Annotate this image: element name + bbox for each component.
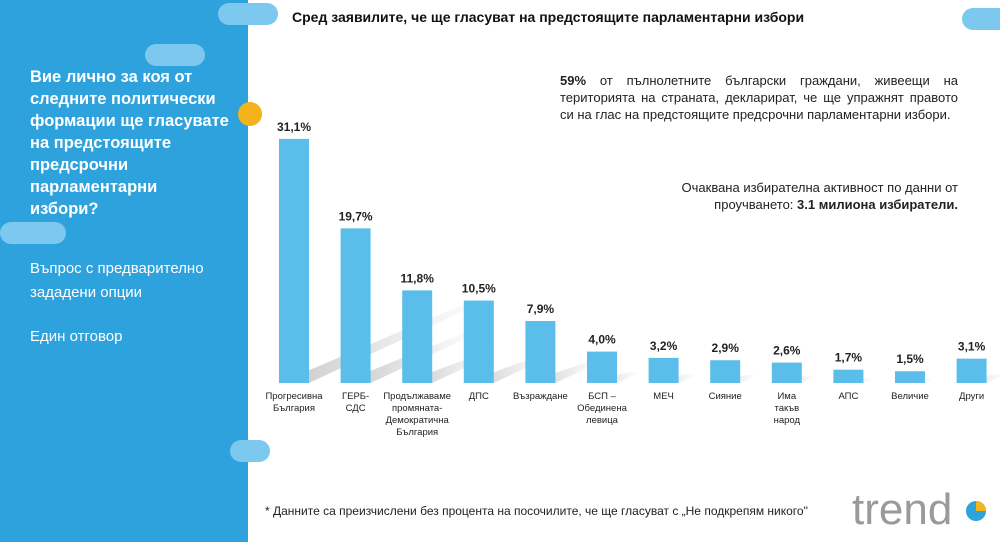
category-label: АПС [838, 391, 858, 402]
activity-note: Очаквана избирателна активност по данни … [668, 179, 958, 213]
bar-value-label: 3,1% [958, 340, 986, 354]
category-label: МЕЧ [653, 391, 674, 402]
left-panel [0, 0, 248, 542]
bar [525, 320, 556, 383]
category-label: Продължаваме промяната-Демократична Българ… [383, 391, 451, 438]
bar-value-label: 1,7% [835, 351, 863, 365]
category-label: Сияние [709, 391, 742, 402]
category-label: Други [959, 391, 984, 402]
bar [587, 351, 617, 383]
decor-pill [218, 3, 278, 25]
bar-value-label: 2,6% [773, 344, 801, 358]
bar-value-label: 2,9% [712, 341, 740, 355]
bar [956, 358, 987, 383]
logo-text: trend [852, 486, 952, 534]
decor-pill [962, 8, 1000, 30]
bar-value-label: 1,5% [896, 352, 924, 366]
bar-value-label: 10,5% [462, 282, 496, 296]
question-type: Въпрос с предварително зададени опции [30, 260, 204, 301]
bar [279, 138, 309, 383]
bar-value-label: 4,0% [588, 333, 616, 347]
bar-value-label: 3,2% [650, 339, 678, 353]
bar [402, 290, 433, 383]
bar-shadow [279, 297, 493, 383]
category-label: Величие [891, 391, 929, 402]
answer-type: Един отговор [30, 328, 123, 345]
trend-logo: trend [852, 486, 986, 534]
bar [463, 300, 494, 383]
bar-value-label: 7,9% [527, 302, 555, 316]
question-text: Вие лично за коя от следните политически… [30, 68, 229, 218]
accent-dot [238, 102, 262, 126]
category-label: БСП – Обединена левица [577, 391, 627, 426]
bar-value-label: 19,7% [339, 209, 373, 223]
decor-pill [230, 440, 270, 462]
decor-pill [145, 44, 205, 66]
activity-text: Очаквана избирателна активност по данни … [681, 180, 958, 212]
decor-pill [0, 222, 66, 244]
category-label: Има такъв народ [774, 391, 801, 426]
bar [833, 369, 864, 383]
turnout-pct: 59% [560, 73, 587, 88]
bar-value-label: 11,8% [401, 271, 435, 285]
bar [771, 362, 802, 383]
activity-value: 3.1 милиона избиратели. [797, 197, 958, 212]
category-label: ГЕРБ-СДС [342, 391, 369, 414]
chart-title: Сред заявилите, че ще гласуват на предст… [292, 9, 805, 25]
bar [648, 357, 679, 383]
category-label: ДПС [469, 391, 489, 402]
bar [340, 228, 371, 383]
category-label: Възраждане [513, 391, 568, 402]
turnout-text: от пълнолетните български граждани, живе… [560, 73, 958, 122]
bar [710, 360, 741, 383]
footnote: * Данните са преизчислени без процента н… [265, 504, 808, 518]
turnout-note: 59% от пълнолетните български граждани, … [560, 72, 958, 123]
category-label: Прогресивна България [265, 391, 323, 414]
bar [895, 371, 925, 383]
bar-value-label: 31,1% [277, 120, 311, 134]
